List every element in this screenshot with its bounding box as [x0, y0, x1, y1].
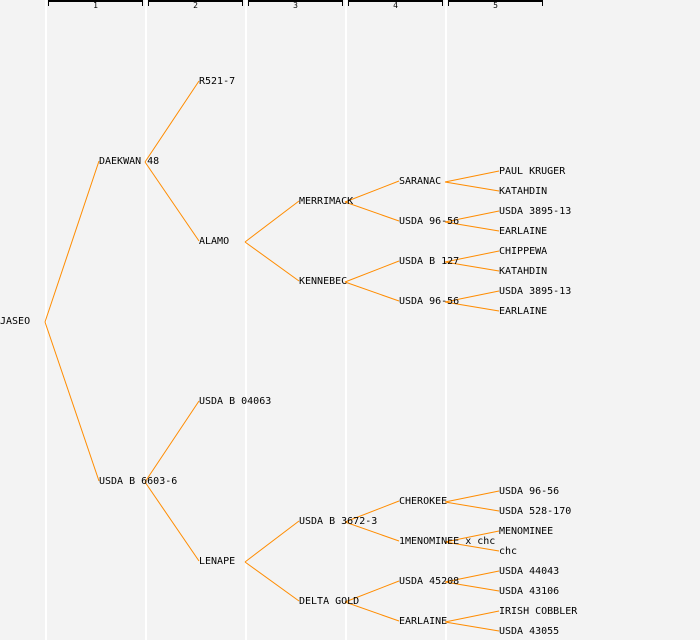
pedigree-link — [444, 301, 500, 312]
generation-number: 4 — [393, 1, 398, 10]
column-separator — [345, 0, 347, 640]
pedigree-node[interactable]: USDA B 3672-3 — [299, 516, 378, 527]
pedigree-node[interactable]: USDA 3895-13 — [499, 286, 572, 297]
pedigree-link — [44, 321, 100, 482]
pedigree-node[interactable]: MERRIMACK — [299, 196, 354, 207]
pedigree-link — [444, 170, 500, 183]
pedigree-node[interactable]: USDA 3895-13 — [499, 206, 572, 217]
pedigree-node[interactable]: CHEROKEE — [399, 496, 448, 507]
pedigree-node[interactable]: chc — [499, 546, 518, 557]
generation-bracket — [48, 0, 143, 6]
pedigree-node[interactable]: CHIPPEWA — [499, 246, 548, 257]
pedigree-link — [344, 580, 400, 603]
pedigree-node[interactable]: USDA 45208 — [399, 576, 460, 587]
pedigree-link — [344, 601, 400, 622]
pedigree-link — [444, 530, 500, 543]
pedigree-node[interactable]: KATAHDIN — [499, 266, 548, 277]
generation-bracket — [148, 0, 243, 6]
pedigree-link — [344, 281, 400, 302]
pedigree-link — [444, 250, 500, 263]
pedigree-node[interactable]: ALAMO — [199, 236, 230, 247]
pedigree-node[interactable]: KATAHDIN — [499, 186, 548, 197]
pedigree-node[interactable]: JASEO — [0, 316, 31, 327]
generation-number: 1 — [93, 1, 98, 10]
pedigree-link — [444, 261, 500, 272]
pedigree-link — [344, 201, 400, 222]
generation-bracket — [448, 0, 543, 6]
pedigree-node[interactable]: EARLAINE — [499, 226, 548, 237]
generation-bracket — [348, 0, 443, 6]
pedigree-link — [444, 581, 500, 592]
pedigree-node[interactable]: KENNEBEC — [299, 276, 348, 287]
pedigree-link — [44, 160, 100, 323]
pedigree-node[interactable]: DAEKWAN 48 — [99, 156, 160, 167]
pedigree-node[interactable]: 1MENOMINEE x chc — [399, 536, 496, 547]
pedigree-link — [144, 400, 200, 483]
pedigree-node[interactable]: MENOMINEE — [499, 526, 554, 537]
column-separator — [145, 0, 147, 640]
pedigree-node[interactable]: EARLAINE — [399, 616, 448, 627]
pedigree-link — [444, 181, 500, 192]
generation-number: 2 — [193, 1, 198, 10]
column-separator — [245, 0, 247, 640]
pedigree-node[interactable]: USDA 96-56 — [399, 216, 460, 227]
pedigree-node[interactable]: USDA B 127 — [399, 256, 460, 267]
pedigree-node[interactable]: USDA 44043 — [499, 566, 560, 577]
pedigree-node[interactable]: USDA B 6603-6 — [99, 476, 178, 487]
pedigree-link — [444, 610, 500, 623]
pedigree-node[interactable]: USDA B 04063 — [199, 396, 272, 407]
pedigree-node[interactable]: DELTA GOLD — [299, 596, 360, 607]
pedigree-link — [444, 541, 500, 552]
pedigree-link — [244, 200, 300, 243]
pedigree-node[interactable]: USDA 43106 — [499, 586, 560, 597]
pedigree-link — [444, 621, 500, 632]
pedigree-node[interactable]: IRISH COBBLER — [499, 606, 578, 617]
pedigree-link — [244, 241, 300, 282]
pedigree-node[interactable]: USDA 96-56 — [499, 486, 560, 497]
pedigree-link — [344, 500, 400, 523]
pedigree-link — [244, 520, 300, 563]
pedigree-node[interactable]: LENAPE — [199, 556, 236, 567]
pedigree-node[interactable]: PAUL KRUGER — [499, 166, 566, 177]
generation-number: 5 — [493, 1, 498, 10]
generation-number: 3 — [293, 1, 298, 10]
pedigree-link — [144, 161, 200, 242]
pedigree-node[interactable]: R521-7 — [199, 76, 236, 87]
pedigree-link — [444, 490, 500, 503]
pedigree-link — [444, 501, 500, 512]
pedigree-link — [144, 481, 200, 562]
pedigree-node[interactable]: USDA 528-170 — [499, 506, 572, 517]
generation-bracket — [248, 0, 343, 6]
pedigree-node[interactable]: SARANAC — [399, 176, 442, 187]
pedigree-node[interactable]: USDA 43055 — [499, 626, 560, 637]
pedigree-link — [344, 521, 400, 542]
pedigree-node[interactable]: USDA 96-56 — [399, 296, 460, 307]
pedigree-link — [444, 210, 500, 223]
pedigree-link — [244, 561, 300, 602]
column-separator — [445, 0, 447, 640]
pedigree-link — [344, 260, 400, 283]
pedigree-link — [444, 290, 500, 303]
pedigree-link — [444, 570, 500, 583]
pedigree-node[interactable]: EARLAINE — [499, 306, 548, 317]
pedigree-link — [144, 80, 200, 163]
pedigree-link — [444, 221, 500, 232]
pedigree-link — [344, 180, 400, 203]
